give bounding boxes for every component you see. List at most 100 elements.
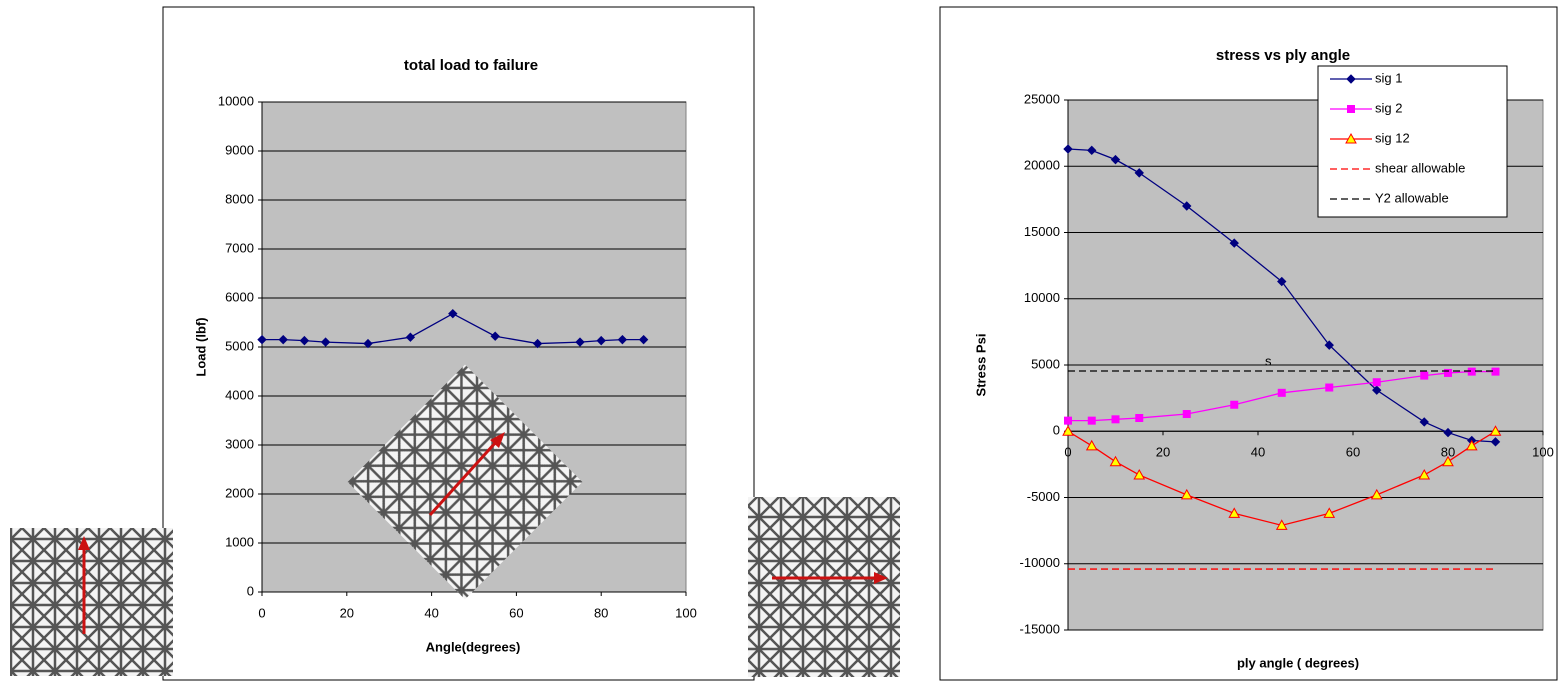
y-tick-label: 10000 (218, 93, 254, 108)
marker (1490, 437, 1501, 447)
marker (1087, 145, 1097, 156)
marker (1372, 385, 1382, 395)
chart-title: stress vs ply angle (1216, 47, 1350, 64)
x-tick-label: 100 (675, 605, 697, 620)
y-axis-label: Stress Psi (973, 334, 988, 397)
marker (1111, 415, 1120, 424)
y-tick-label: -15000 (1020, 621, 1060, 636)
legend-label: sig 2 (1375, 100, 1402, 115)
marker (1418, 468, 1431, 480)
marker (1372, 378, 1381, 387)
marker (257, 334, 267, 345)
x-axis-label: Angle(degrees) (426, 639, 521, 654)
marker (1491, 367, 1500, 376)
marker (448, 308, 458, 319)
marker (1419, 417, 1429, 427)
fabric-90deg (748, 497, 900, 677)
marker (1228, 507, 1241, 518)
legend-marker (1345, 132, 1357, 144)
y-tick-label: 0 (1053, 423, 1060, 438)
y-tick-label: 25000 (1024, 91, 1060, 106)
marker (1370, 488, 1383, 500)
marker (1323, 507, 1336, 518)
legend-label: Y2 allowable (1375, 190, 1449, 205)
marker (1275, 519, 1288, 530)
y-tick-label: -10000 (1020, 555, 1060, 570)
y-tick-label: 7000 (225, 240, 254, 255)
marker (278, 334, 288, 345)
marker (1442, 455, 1454, 467)
y-tick-label: 3000 (225, 436, 254, 451)
marker (1064, 416, 1072, 425)
marker (1134, 168, 1144, 178)
y-tick-label: 4000 (225, 387, 254, 402)
y-tick-label: 8000 (225, 191, 254, 206)
marker (1420, 371, 1429, 380)
marker (1444, 368, 1452, 377)
marker (1443, 427, 1453, 438)
marker (1063, 144, 1073, 154)
marker (1277, 388, 1286, 397)
y-tick-label: 5000 (225, 338, 254, 353)
marker (1062, 425, 1074, 436)
x-tick-label: 80 (594, 605, 608, 620)
marker (1135, 414, 1144, 422)
marker (1133, 468, 1146, 480)
marker (1182, 201, 1192, 211)
marker (1085, 439, 1098, 451)
marker (1277, 276, 1287, 287)
marker (1180, 488, 1193, 500)
marker (532, 338, 543, 349)
x-tick-label: 100 (1532, 445, 1554, 460)
marker (1467, 367, 1476, 376)
y-tick-label: 0 (247, 583, 254, 598)
chart-title: total load to failure (404, 57, 538, 74)
x-tick-label: 20 (340, 605, 354, 620)
marker (299, 335, 310, 346)
marker (1229, 238, 1239, 248)
y-tick-label: 20000 (1024, 158, 1060, 173)
legend-label: sig 12 (1375, 130, 1410, 145)
legend-marker (1346, 74, 1356, 84)
marker (1230, 400, 1239, 409)
marker (490, 331, 500, 341)
marker (617, 334, 628, 345)
marker (1110, 154, 1121, 165)
marker (1324, 340, 1334, 350)
x-tick-label: 20 (1156, 445, 1170, 460)
x-tick-label: 0 (258, 605, 265, 620)
legend-marker (1347, 105, 1355, 113)
legend-label: shear allowable (1375, 160, 1465, 175)
marker (638, 334, 649, 345)
y-tick-label: 15000 (1024, 224, 1060, 239)
annotation: s (1265, 353, 1272, 368)
marker (363, 338, 373, 349)
fabric-images (10, 364, 900, 677)
marker (1325, 383, 1334, 392)
marker (1182, 410, 1191, 419)
chart: stress vs ply angle Stress Psi ply angle (… (939, 6, 1558, 681)
legend-label: sig 1 (1375, 70, 1402, 85)
y-tick-label: 2000 (225, 485, 254, 500)
y-tick-label: 10000 (1024, 290, 1060, 305)
x-tick-label: 60 (509, 605, 523, 620)
marker (575, 337, 585, 347)
marker (1465, 439, 1478, 451)
x-axis-label: ply angle ( degrees) (1237, 655, 1359, 670)
marker (1109, 455, 1122, 467)
marker (596, 335, 606, 346)
x-tick-label: 60 (1346, 445, 1360, 460)
x-tick-label: 40 (424, 605, 438, 620)
fabric-0deg (10, 528, 173, 676)
marker (1489, 425, 1502, 436)
marker (1087, 416, 1096, 425)
y-tick-label: 5000 (1031, 356, 1060, 371)
y-tick-label: 9000 (225, 142, 254, 157)
x-tick-label: 40 (1251, 445, 1265, 460)
y-tick-label: 1000 (225, 534, 254, 549)
marker (320, 337, 331, 347)
fabric-45deg (347, 364, 583, 600)
y-tick-label: 6000 (225, 289, 254, 304)
y-axis-label: Load (lbf) (193, 317, 208, 376)
